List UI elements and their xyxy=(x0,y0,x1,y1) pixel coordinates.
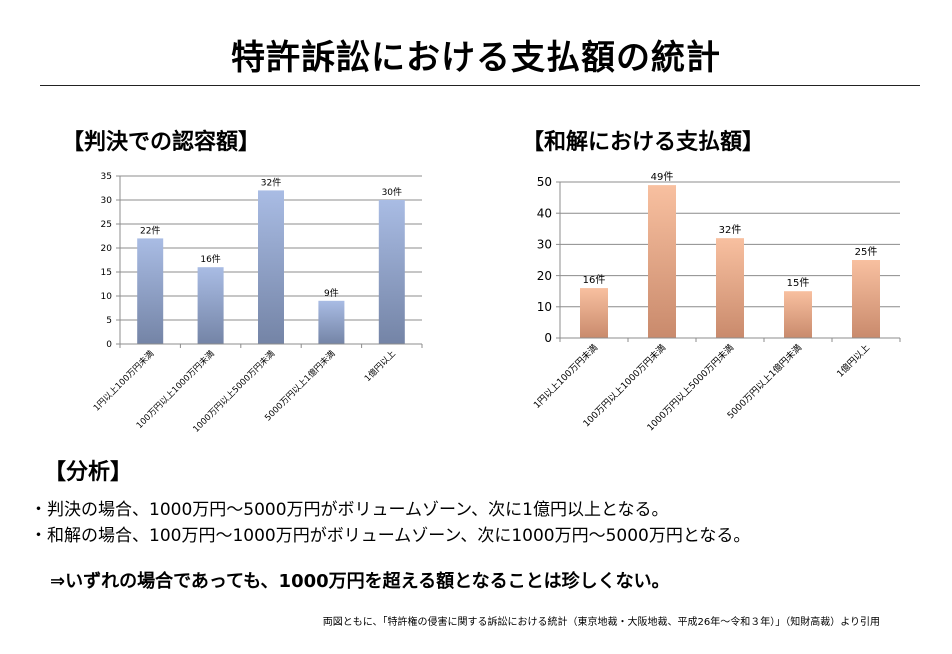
y-tick-label: 0 xyxy=(106,340,112,350)
bar xyxy=(318,300,345,344)
x-tick-label: 1円以上100万円未満 xyxy=(531,342,600,411)
page-title: 特許訴訟における支払額の統計 xyxy=(231,38,721,78)
bar xyxy=(784,291,812,338)
chart-heading-settlement: 【和解における支払額】 xyxy=(522,130,765,155)
analysis-heading: 【分析】 xyxy=(44,460,133,485)
analysis-conclusion: ⇒いずれの場合であっても、1000万円を超える額となることは珍しくない。 xyxy=(50,571,670,592)
y-tick-label: 5 xyxy=(106,316,112,326)
judgment-bar-chart: 0510152025303522件1円以上100万円未満16件100万円以上10… xyxy=(91,172,423,435)
analysis-bullet-settlement: ・和解の場合、100万円～1000万円がボリュームゾーン、次に1000万円～50… xyxy=(30,526,751,546)
x-tick-label: 1億円以上 xyxy=(362,348,398,384)
y-tick-label: 0 xyxy=(544,331,552,345)
data-label: 30件 xyxy=(382,186,402,198)
y-tick-label: 10 xyxy=(537,300,552,314)
bar xyxy=(197,267,224,344)
data-label: 15件 xyxy=(787,277,810,289)
data-label: 49件 xyxy=(651,171,674,183)
x-tick-label: 1億円以上 xyxy=(834,342,872,380)
y-tick-label: 30 xyxy=(101,196,113,206)
y-tick-label: 10 xyxy=(101,292,113,302)
bar xyxy=(137,238,164,344)
data-label: 32件 xyxy=(719,224,742,236)
y-tick-label: 35 xyxy=(101,172,112,182)
bar xyxy=(378,200,405,344)
x-tick-label: 5000万円以上1億円未満 xyxy=(724,342,804,422)
bar xyxy=(648,185,676,338)
bar xyxy=(580,288,608,338)
data-label: 22件 xyxy=(140,224,160,236)
data-label: 32件 xyxy=(261,176,281,188)
y-tick-label: 50 xyxy=(537,175,552,189)
x-tick-label: 1円以上100万円未満 xyxy=(91,348,157,414)
y-tick-label: 20 xyxy=(537,269,552,283)
data-label: 9件 xyxy=(324,287,339,299)
bar xyxy=(852,260,880,338)
y-tick-label: 15 xyxy=(101,268,112,278)
y-tick-label: 20 xyxy=(101,244,113,254)
title-divider xyxy=(40,85,920,86)
data-label: 25件 xyxy=(855,246,878,258)
data-label: 16件 xyxy=(200,253,220,265)
bar xyxy=(258,190,284,344)
settlement-bar-chart: 0102030405016件1円以上100万円未満49件100万円以上1000万… xyxy=(531,171,901,433)
y-tick-label: 30 xyxy=(537,238,552,252)
chart-heading-judgment: 【判決での認容額】 xyxy=(62,130,261,155)
y-tick-label: 25 xyxy=(101,220,112,230)
bar xyxy=(716,238,744,338)
data-label: 16件 xyxy=(583,274,606,286)
y-tick-label: 40 xyxy=(537,206,552,220)
source-citation: 両図ともに、「特許権の侵害に関する訴訟における統計（東京地裁・大阪地裁、平成26… xyxy=(322,617,880,628)
analysis-bullet-judgment: ・判決の場合、1000万円～5000万円がボリュームゾーン、次に1億円以上となる… xyxy=(30,500,669,520)
